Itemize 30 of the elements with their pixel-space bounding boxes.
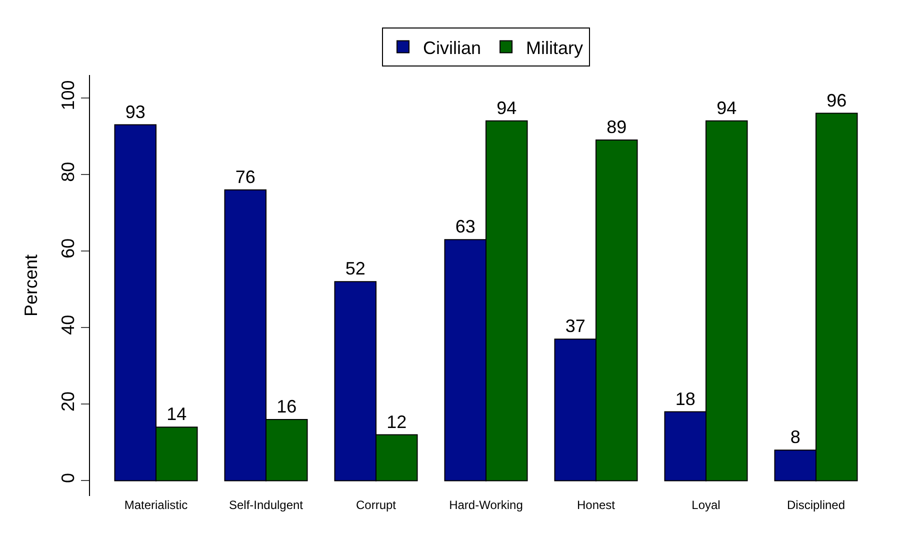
- data-label: 14: [166, 404, 187, 424]
- y-axis-title: Percent: [21, 254, 41, 317]
- data-label: 94: [716, 98, 737, 118]
- data-label: 89: [606, 117, 627, 138]
- data-label: 18: [675, 388, 696, 409]
- y-tick-label: 20: [58, 391, 78, 412]
- y-tick-label: 80: [58, 162, 78, 182]
- y-tick-label: 100: [58, 80, 78, 110]
- x-tick-label: Corrupt: [356, 498, 397, 512]
- x-tick-label: Self-Indulgent: [228, 498, 304, 512]
- x-tick-label: Disciplined: [786, 498, 846, 512]
- y-tick-label: 40: [58, 314, 78, 335]
- legend-label: Military: [526, 38, 584, 58]
- data-label: 63: [455, 216, 476, 237]
- x-tick-label: Honest: [576, 498, 616, 512]
- y-tick-label: 60: [58, 238, 78, 258]
- x-tick-label: Hard-Working: [449, 498, 523, 512]
- data-label: 94: [496, 98, 517, 118]
- data-label: 8: [790, 427, 800, 448]
- data-label: 52: [345, 258, 366, 279]
- legend-label: Civilian: [423, 38, 482, 58]
- data-label: 37: [565, 316, 586, 336]
- y-tick-label: 0: [58, 472, 78, 483]
- data-label: 76: [235, 166, 256, 187]
- data-label: 16: [276, 396, 297, 416]
- data-label: 12: [386, 412, 407, 432]
- x-tick-label: Materialistic: [124, 498, 188, 512]
- data-label: 93: [125, 102, 146, 122]
- x-tick-label: Loyal: [692, 498, 720, 512]
- data-label: 96: [826, 90, 847, 110]
